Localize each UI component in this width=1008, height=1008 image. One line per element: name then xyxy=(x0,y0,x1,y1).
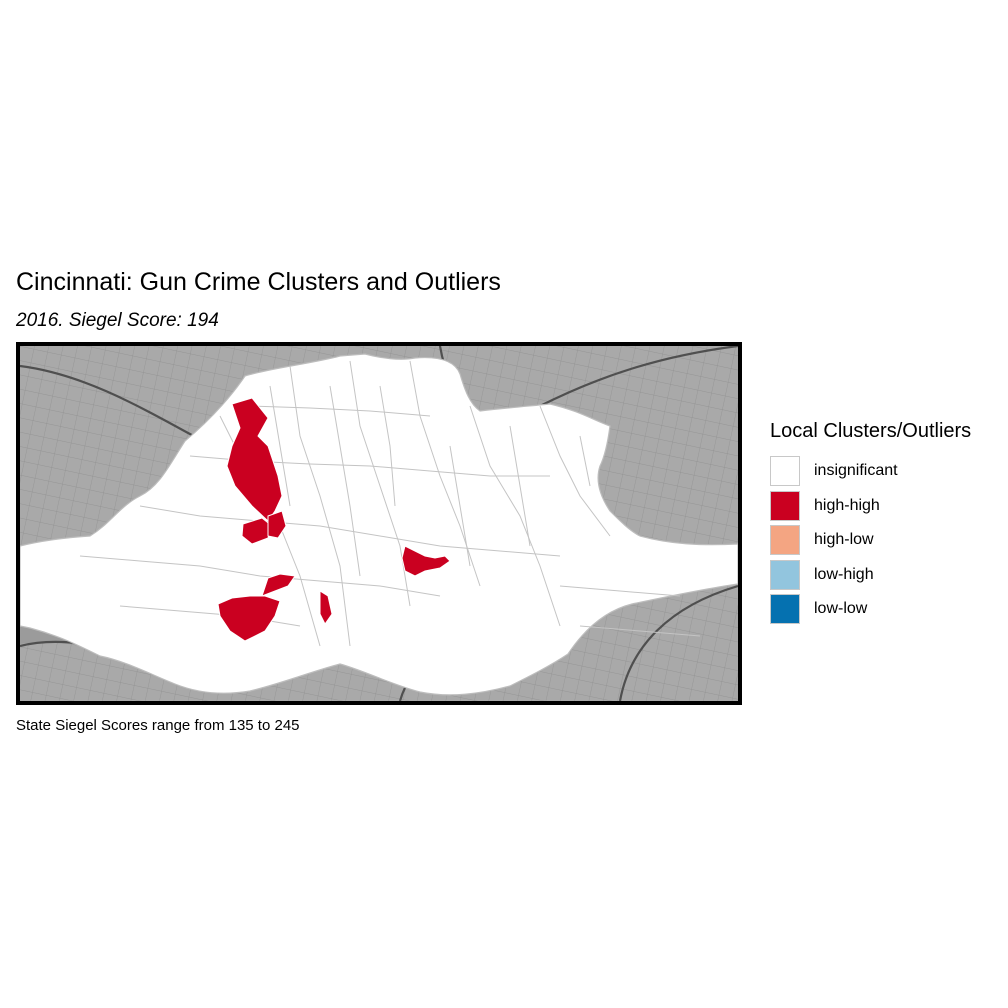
legend-label: high-high xyxy=(814,496,880,514)
legend-item-insignificant: insignificant xyxy=(770,454,971,489)
legend-items: insignificant high-high high-low low-high lo… xyxy=(770,454,971,627)
map-subtitle: 2016. Siegel Score: 194 xyxy=(16,310,219,331)
legend-item-low-high: low-high xyxy=(770,558,971,593)
legend-item-high-high: high-high xyxy=(770,489,971,524)
legend: Local Clusters/Outliers insignificant hig… xyxy=(770,420,971,627)
legend-swatch-low-low xyxy=(770,594,800,625)
map-canvas xyxy=(20,346,738,701)
legend-label: low-high xyxy=(814,565,874,583)
map-panel xyxy=(16,342,742,705)
legend-swatch-low-high xyxy=(770,559,800,590)
high-high-clusters xyxy=(217,397,451,642)
legend-swatch-high-low xyxy=(770,525,800,556)
legend-item-high-low: high-low xyxy=(770,523,971,558)
census-tracts xyxy=(79,360,701,647)
map-title: Cincinnati: Gun Crime Clusters and Outli… xyxy=(16,268,501,296)
map-caption: State Siegel Scores range from 135 to 24… xyxy=(16,717,300,734)
legend-label: insignificant xyxy=(814,462,898,480)
legend-item-low-low: low-low xyxy=(770,592,971,627)
city-boundary xyxy=(20,353,738,696)
legend-label: low-low xyxy=(814,600,868,618)
legend-title: Local Clusters/Outliers xyxy=(770,420,972,442)
legend-swatch-insignificant xyxy=(770,456,800,487)
legend-swatch-high-high xyxy=(770,490,800,521)
legend-label: high-low xyxy=(814,531,874,549)
